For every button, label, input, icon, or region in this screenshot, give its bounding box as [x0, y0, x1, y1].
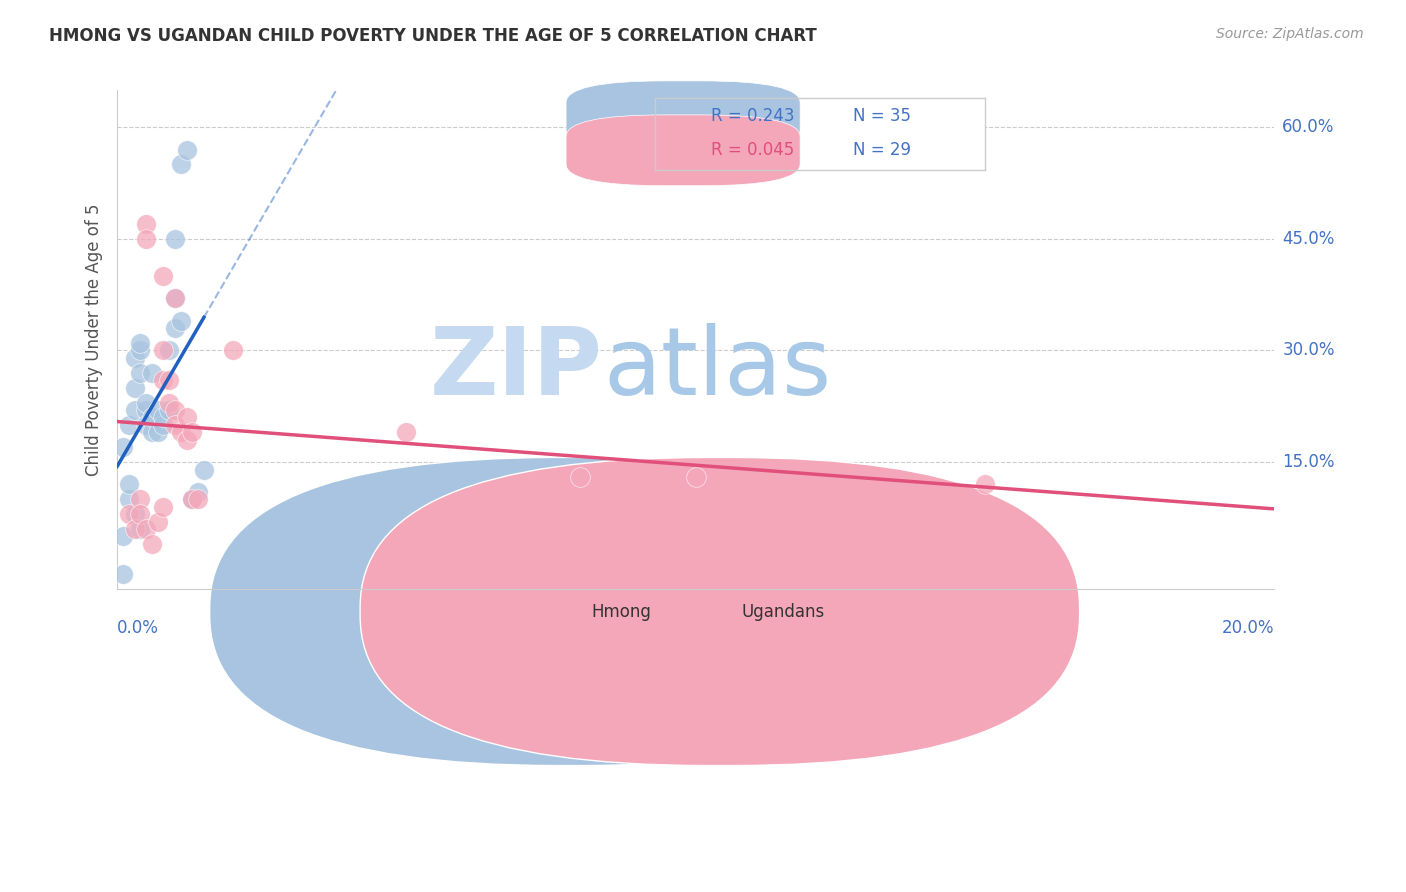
Point [163, 292, 186, 306]
Point [187, 492, 209, 507]
Point [152, 500, 174, 514]
Point [193, 462, 215, 476]
Point [170, 157, 193, 171]
Point [124, 403, 146, 417]
Text: HMONG VS UGANDAN CHILD POVERTY UNDER THE AGE OF 5 CORRELATION CHART: HMONG VS UGANDAN CHILD POVERTY UNDER THE… [49, 27, 817, 45]
Point [135, 403, 157, 417]
Point [395, 425, 418, 440]
Point [157, 395, 180, 409]
Point [146, 403, 169, 417]
Point [141, 425, 163, 440]
Point [111, 440, 134, 454]
Point [129, 492, 152, 507]
Text: 30.0%: 30.0% [1282, 342, 1334, 359]
Point [181, 492, 204, 507]
Point [181, 492, 204, 507]
Point [124, 381, 146, 395]
Point [222, 343, 245, 358]
Point [152, 410, 174, 425]
Point [129, 343, 152, 358]
Point [124, 522, 146, 536]
Point [135, 217, 157, 231]
Point [152, 417, 174, 432]
Point [135, 395, 157, 409]
Point [568, 470, 591, 484]
Point [163, 321, 186, 335]
Point [135, 232, 157, 246]
Point [124, 507, 146, 521]
Text: 0.0%: 0.0% [117, 619, 159, 637]
Point [129, 507, 152, 521]
Point [141, 410, 163, 425]
Point [135, 522, 157, 536]
Point [163, 417, 186, 432]
Point [146, 515, 169, 529]
Point [170, 314, 193, 328]
Point [141, 537, 163, 551]
Point [176, 143, 198, 157]
Text: Hmong: Hmong [592, 602, 651, 621]
Text: Ugandans: Ugandans [742, 602, 825, 621]
Point [973, 477, 995, 491]
Y-axis label: Child Poverty Under the Age of 5: Child Poverty Under the Age of 5 [86, 203, 103, 475]
Point [124, 351, 146, 365]
Point [129, 366, 152, 380]
Point [157, 403, 180, 417]
Point [163, 403, 186, 417]
Point [685, 470, 707, 484]
Point [152, 268, 174, 283]
Text: ZIP: ZIP [430, 323, 603, 415]
Point [118, 492, 141, 507]
Point [181, 425, 204, 440]
Text: 45.0%: 45.0% [1282, 230, 1334, 248]
Point [111, 529, 134, 543]
Point [146, 425, 169, 440]
Point [141, 366, 163, 380]
Point [163, 232, 186, 246]
FancyBboxPatch shape [360, 458, 1080, 765]
Point [118, 507, 141, 521]
Point [152, 343, 174, 358]
Text: 20.0%: 20.0% [1222, 619, 1274, 637]
Point [163, 292, 186, 306]
Point [170, 425, 193, 440]
FancyBboxPatch shape [209, 458, 929, 765]
Point [118, 477, 141, 491]
Point [118, 417, 141, 432]
Point [152, 373, 174, 387]
Point [157, 343, 180, 358]
Point [111, 566, 134, 581]
Text: 60.0%: 60.0% [1282, 119, 1334, 136]
Point [135, 417, 157, 432]
Text: 15.0%: 15.0% [1282, 453, 1334, 471]
Point [176, 433, 198, 447]
Point [176, 410, 198, 425]
Point [129, 336, 152, 351]
Text: Source: ZipAtlas.com: Source: ZipAtlas.com [1216, 27, 1364, 41]
Point [129, 522, 152, 536]
Point [187, 484, 209, 499]
Text: atlas: atlas [603, 323, 831, 415]
Point [157, 373, 180, 387]
